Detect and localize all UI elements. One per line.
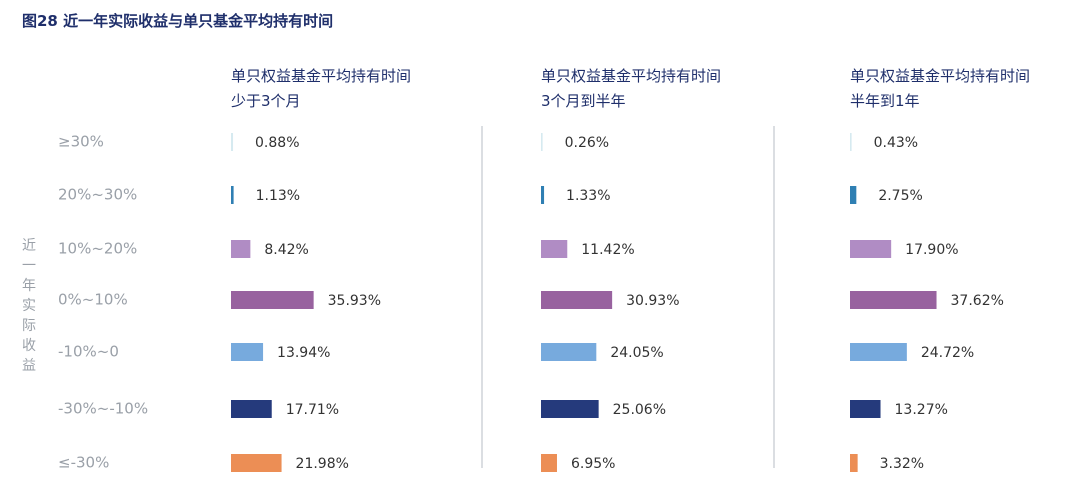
data-label: 6.95% xyxy=(571,456,615,472)
panel-title: 少于3个月 xyxy=(231,92,301,110)
category-label: 20%~30% xyxy=(58,186,137,204)
data-label: 0.88% xyxy=(255,135,299,151)
panel-title: 3个月到半年 xyxy=(541,92,626,110)
bar xyxy=(231,400,272,418)
data-label: 3.32% xyxy=(880,456,924,472)
data-label: 0.43% xyxy=(874,135,918,151)
bar xyxy=(850,240,892,258)
data-label: 13.27% xyxy=(895,402,948,418)
bar xyxy=(541,291,613,309)
bar xyxy=(850,454,858,472)
bar xyxy=(850,133,852,151)
category-label: ≥30% xyxy=(58,133,104,151)
category-label: -30%~-10% xyxy=(58,400,148,418)
data-label: 37.62% xyxy=(951,293,1004,309)
bar xyxy=(541,400,599,418)
bar xyxy=(850,186,857,204)
bar xyxy=(231,133,234,151)
data-label: 1.33% xyxy=(566,188,610,204)
bar xyxy=(231,240,251,258)
bar xyxy=(231,291,314,309)
bar xyxy=(541,240,568,258)
panel-title: 单只权益基金平均持有时间 xyxy=(541,67,721,85)
data-label: 8.42% xyxy=(264,242,308,258)
y-axis-label-char: 年 xyxy=(22,278,36,294)
data-label: 25.06% xyxy=(613,402,666,418)
y-axis-label-char: 一 xyxy=(22,258,36,274)
panel-title: 单只权益基金平均持有时间 xyxy=(231,67,411,85)
data-label: 21.98% xyxy=(296,456,349,472)
data-label: 24.72% xyxy=(921,345,974,361)
category-label: 0%~10% xyxy=(58,291,128,309)
data-label: 35.93% xyxy=(328,293,381,309)
y-axis-label-char: 际 xyxy=(22,318,36,334)
panel-title: 半年到1年 xyxy=(850,92,920,110)
data-label: 17.71% xyxy=(286,402,339,418)
bar xyxy=(231,186,234,204)
bar xyxy=(850,343,907,361)
bar xyxy=(850,291,937,309)
y-axis-label-char: 收 xyxy=(22,338,36,354)
panel-title: 单只权益基金平均持有时间 xyxy=(850,67,1030,85)
category-label: -10%~0 xyxy=(58,343,119,361)
data-label: 13.94% xyxy=(277,345,330,361)
bar xyxy=(231,454,282,472)
y-axis-label-char: 实 xyxy=(22,298,36,314)
bar xyxy=(541,343,597,361)
data-label: 17.90% xyxy=(905,242,958,258)
data-label: 2.75% xyxy=(878,188,922,204)
data-label: 0.26% xyxy=(565,135,609,151)
y-axis-label-char: 近 xyxy=(22,238,36,254)
data-label: 30.93% xyxy=(626,293,679,309)
bar xyxy=(541,454,557,472)
figure-title: 图28 近一年实际收益与单只基金平均持有时间 xyxy=(22,12,334,30)
bar xyxy=(850,400,881,418)
bar xyxy=(231,343,264,361)
y-axis-label-char: 益 xyxy=(22,358,36,374)
bar xyxy=(541,133,543,151)
data-label: 11.42% xyxy=(581,242,634,258)
bar xyxy=(541,186,545,204)
category-label: ≤-30% xyxy=(58,454,109,472)
category-label: 10%~20% xyxy=(58,240,137,258)
data-label: 1.13% xyxy=(256,188,300,204)
data-label: 24.05% xyxy=(610,345,663,361)
